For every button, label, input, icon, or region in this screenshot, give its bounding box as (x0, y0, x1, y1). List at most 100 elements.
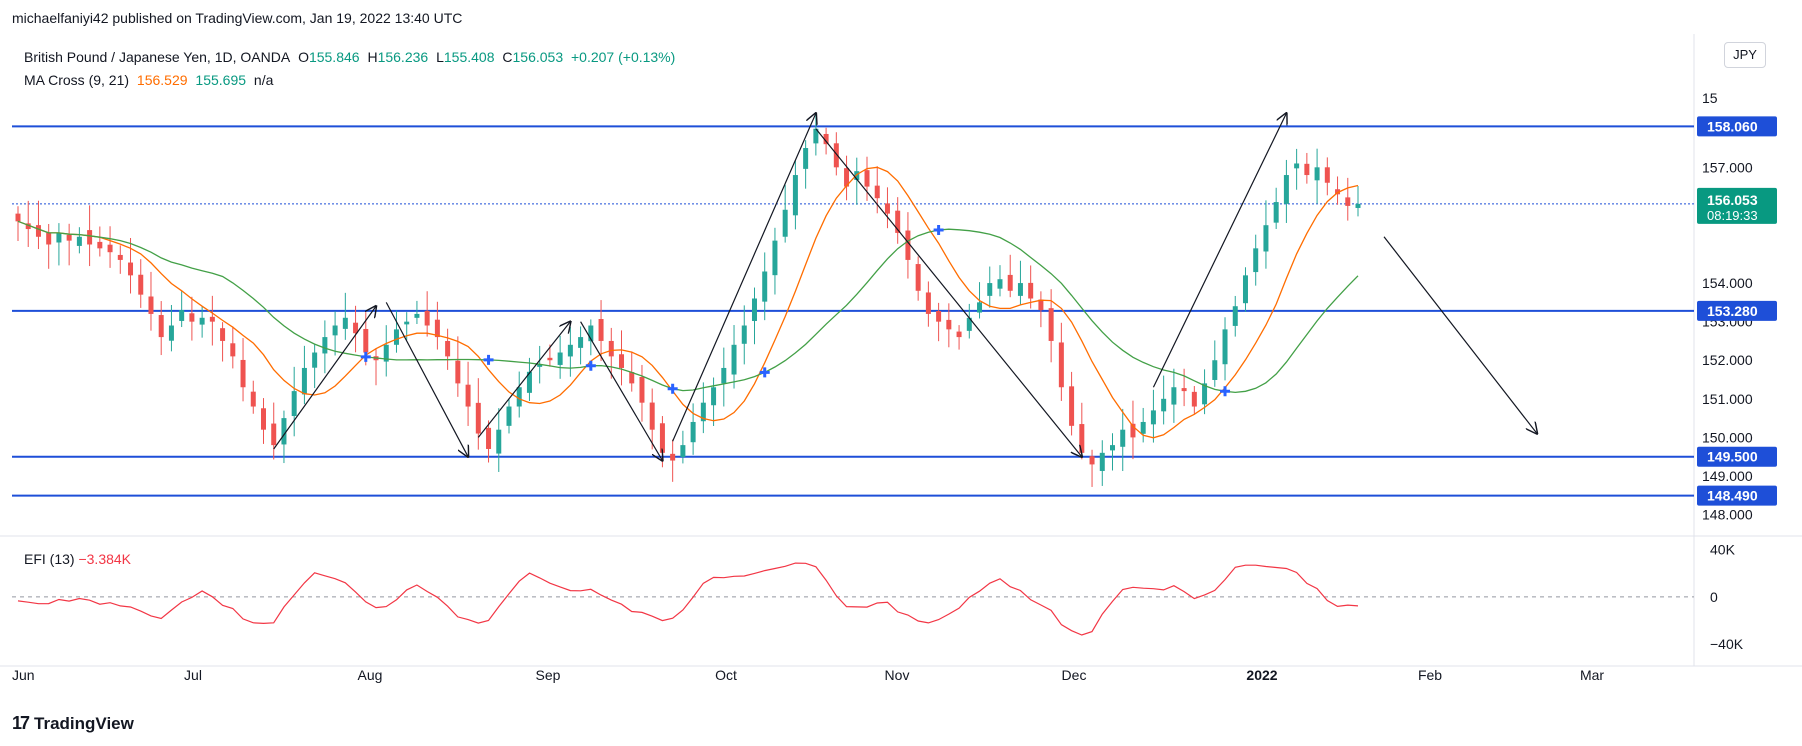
candle-body (813, 128, 819, 144)
legend-symbol-row: British Pound / Japanese Yen, 1D, OANDA … (24, 46, 679, 69)
legend-change: +0.207 (+0.13%) (571, 49, 676, 65)
legend-low: 155.408 (443, 49, 495, 65)
time-tick-label: Nov (885, 667, 910, 683)
candle-body (240, 359, 246, 388)
candle-body (322, 337, 328, 354)
candle-body (465, 384, 471, 407)
price-tick-label: 149.000 (1702, 468, 1753, 484)
trend-arrow-3 (477, 322, 570, 438)
candle-body (1140, 421, 1146, 434)
candle-body (455, 360, 461, 384)
candle-body (230, 343, 236, 357)
price-tick-label: 150.000 (1702, 429, 1753, 445)
candle-body (526, 371, 532, 393)
ma-cross-marker (360, 351, 371, 362)
candle-body (383, 344, 389, 362)
candle-body (1028, 282, 1034, 299)
candle-body (619, 354, 625, 368)
ma-fast-line (17, 166, 1359, 439)
candle-body (864, 170, 870, 187)
candle-body (250, 391, 256, 407)
candle-body (936, 311, 942, 322)
legend-ma-na: n/a (253, 72, 274, 88)
level-label-2-bg (1697, 446, 1777, 467)
candle-body (209, 316, 215, 322)
candle-body (332, 325, 338, 336)
tradingview-brand: TradingView (34, 713, 134, 733)
time-tick-label: Jul (184, 667, 202, 683)
tradingview-logo[interactable]: 17 TradingView (12, 713, 134, 734)
legend-ma-slow: 155.695 (195, 72, 247, 88)
candle-body (486, 427, 492, 449)
candle-body (987, 283, 993, 296)
legend-low-label: L (436, 49, 444, 65)
legend-open: 155.846 (308, 49, 360, 65)
legend-ma-fast: 156.529 (136, 72, 188, 88)
published-caption: michaelfaniyi42 published on TradingView… (12, 10, 463, 26)
candle-body (15, 213, 21, 222)
candle-body (711, 387, 717, 406)
candle-body (629, 372, 635, 384)
candle-body (35, 225, 41, 237)
candle-body (56, 232, 62, 243)
candle-body (128, 262, 134, 276)
candle-body (588, 325, 594, 342)
legend-high-label: H (367, 49, 378, 65)
candle-body (537, 364, 543, 367)
efi-tick-label: 40K (1710, 541, 1736, 557)
candle-body (516, 387, 522, 407)
currency-badge[interactable]: JPY (1724, 42, 1766, 68)
candle-body (1191, 391, 1197, 407)
price-tick-label: 152.000 (1702, 352, 1753, 368)
candle-body (1324, 167, 1330, 183)
projection-arrow (1383, 236, 1537, 434)
legend-ma-label[interactable]: MA Cross (9, 21) (24, 72, 130, 88)
price-countdown: 08:19:33 (1707, 208, 1758, 223)
level-label-2: 149.500 (1707, 449, 1758, 465)
chart-legend: British Pound / Japanese Yen, 1D, OANDA … (24, 46, 679, 92)
candle-body (731, 344, 737, 375)
candle-body (506, 406, 512, 426)
time-tick-label: Dec (1062, 667, 1087, 683)
candle-body (363, 328, 369, 353)
legend-symbol[interactable]: British Pound / Japanese Yen, 1D, OANDA (24, 49, 291, 65)
trend-arrow-2 (385, 302, 468, 456)
candle-body (117, 254, 123, 260)
candle-body (291, 391, 297, 417)
trend-arrow-7 (1152, 113, 1286, 388)
candle-body (557, 352, 563, 365)
candle-body (1171, 387, 1177, 405)
candle-body (445, 340, 451, 357)
time-tick-label: Aug (358, 667, 383, 683)
tradingview-logo-icon: 17 (12, 713, 30, 733)
candle-body (690, 421, 696, 443)
efi-label[interactable]: EFI (13) (24, 551, 75, 567)
candle-body (342, 317, 348, 329)
candle-body (823, 133, 829, 145)
time-tick-label: Sep (536, 667, 561, 683)
time-tick-label: 2022 (1246, 667, 1277, 683)
candle-body (1222, 329, 1228, 365)
candle-body (1273, 202, 1279, 223)
candle-body (158, 315, 164, 338)
candle-body (179, 310, 185, 321)
candle-body (670, 453, 676, 461)
candle-body (312, 352, 318, 368)
candle-body (1089, 456, 1095, 465)
candle-body (1212, 360, 1218, 380)
candle-body (905, 230, 911, 260)
candle-body (1048, 308, 1054, 341)
price-tick-label: 157.000 (1702, 159, 1753, 175)
ma-cross-marker (933, 224, 944, 235)
candle-body (578, 337, 584, 348)
candle-body (414, 313, 420, 318)
candle-body (1335, 189, 1341, 195)
candle-body (762, 271, 768, 302)
candle-body (547, 357, 553, 361)
candle-body (741, 325, 747, 344)
candle-body (1242, 275, 1248, 304)
candle-body (107, 244, 113, 253)
time-tick-label: Mar (1580, 667, 1604, 683)
candle-body (1120, 429, 1126, 447)
